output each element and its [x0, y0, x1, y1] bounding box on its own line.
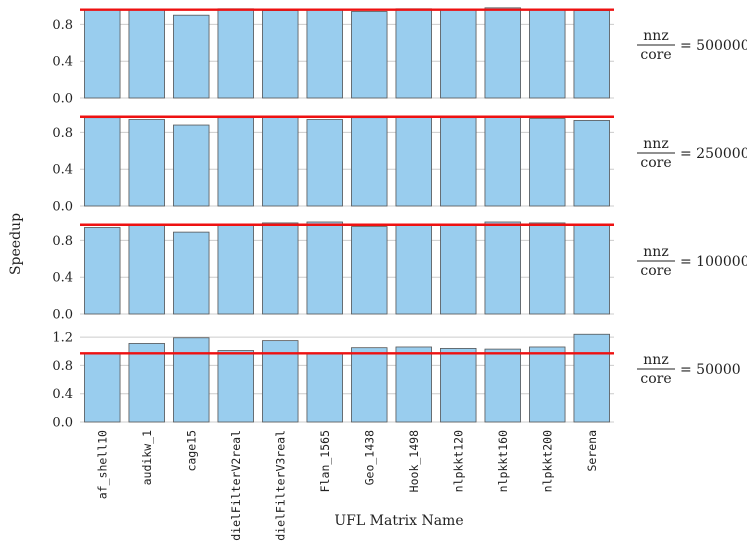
- y-tick-label: 0.8: [52, 359, 73, 374]
- bar-Flan_1565: [306, 221, 343, 315]
- bar-nlpkkt200: [529, 346, 566, 423]
- bar-nlpkkt160: [484, 348, 521, 423]
- panel-annotation: nnz core = 50000: [637, 352, 741, 387]
- annotation-value: = 250000: [680, 146, 747, 162]
- bar-Geo_1438: [351, 347, 388, 423]
- bar-dielFilterV2real: [217, 117, 254, 207]
- bar-nlpkkt120: [440, 347, 477, 423]
- bar-nlpkkt120: [440, 117, 477, 207]
- annotation-value: = 500000: [680, 38, 747, 54]
- y-tick-label: 0.8: [52, 126, 73, 141]
- annotation-denominator: core: [640, 47, 671, 63]
- bar-Hook_1498: [395, 116, 432, 207]
- annotation-numerator: nnz: [643, 136, 668, 152]
- annotation-numerator: nnz: [643, 244, 668, 260]
- annotation-denominator: core: [640, 371, 671, 387]
- bar-cage15: [173, 231, 210, 315]
- x-tick-label: Flan_1565: [318, 430, 332, 492]
- annotation-value: = 100000: [680, 254, 747, 270]
- y-tick-label: 1.2: [52, 331, 73, 346]
- panel-annotation: nnz core = 250000: [637, 136, 747, 171]
- x-tick-label: af_shell10: [95, 430, 109, 499]
- bar-cage15: [173, 124, 210, 207]
- y-tick-label: 0.0: [52, 416, 73, 431]
- panel-1: 0.0 0.4 0.8 nnz core = 500000: [52, 7, 747, 107]
- bar-nlpkkt120: [440, 9, 477, 99]
- x-axis-label: UFL Matrix Name: [334, 513, 463, 529]
- x-tick-label: dielFilterV3real: [273, 430, 287, 541]
- bar-af_shell10: [84, 117, 121, 207]
- y-tick-label: 0.4: [52, 163, 73, 178]
- bar-audikw_1: [128, 9, 165, 99]
- x-tick-label: dielFilterV2real: [229, 430, 243, 541]
- bar-nlpkkt160: [484, 221, 521, 315]
- panel-2: 0.0 0.4 0.8 nnz core = 250000: [52, 115, 747, 215]
- bar-Serena: [573, 333, 610, 423]
- bar-Hook_1498: [395, 224, 432, 315]
- x-tick-label: Serena: [585, 430, 599, 472]
- panel-annotation: nnz core = 500000: [637, 28, 747, 63]
- bar-Serena: [573, 10, 610, 99]
- annotation-denominator: core: [640, 263, 671, 279]
- chart-panels: 0.0 0.4 0.8 nnz core = 500000 0.0 0.4 0.8 nnz core…: [52, 7, 747, 431]
- x-tick-label: Hook_1498: [407, 430, 421, 492]
- y-axis-label: Speedup: [8, 213, 24, 275]
- bar-dielFilterV3real: [262, 10, 299, 99]
- annotation-numerator: nnz: [643, 352, 668, 368]
- y-tick-label: 0.4: [52, 55, 73, 70]
- y-tick-label: 0.0: [52, 308, 73, 323]
- bar-Hook_1498: [395, 346, 432, 423]
- y-tick-label: 0.8: [52, 234, 73, 249]
- x-tick-labels: af_shell10 audikw_1 cage15 dielFilterV2real…: [95, 430, 599, 541]
- x-tick-label: nlpkkt120: [451, 430, 465, 492]
- bar-nlpkkt200: [529, 118, 566, 207]
- y-tick-label: 0.4: [52, 271, 73, 286]
- bar-Hook_1498: [395, 8, 432, 99]
- bar-audikw_1: [128, 343, 165, 423]
- panel-4: 0.0 0.4 0.8 1.2 nnz core = 50000: [52, 331, 740, 431]
- bar-Geo_1438: [351, 11, 388, 99]
- y-tick-label: 0.8: [52, 18, 73, 33]
- x-tick-label: nlpkkt200: [540, 430, 554, 492]
- y-tick-label: 0.0: [52, 200, 73, 215]
- bar-Flan_1565: [306, 119, 343, 207]
- bar-af_shell10: [84, 9, 121, 99]
- bar-Flan_1565: [306, 352, 343, 423]
- y-tick-label: 0.0: [52, 92, 73, 107]
- bar-dielFilterV2real: [217, 8, 254, 99]
- bar-audikw_1: [128, 224, 165, 315]
- bar-dielFilterV3real: [262, 116, 299, 207]
- x-tick-label: nlpkkt160: [496, 430, 510, 492]
- bar-dielFilterV2real: [217, 224, 254, 315]
- bar-nlpkkt200: [529, 9, 566, 99]
- bar-Serena: [573, 120, 610, 207]
- bar-Serena: [573, 224, 610, 315]
- bar-Geo_1438: [351, 117, 388, 207]
- annotation-numerator: nnz: [643, 28, 668, 44]
- bar-dielFilterV3real: [262, 222, 299, 315]
- annotation-denominator: core: [640, 155, 671, 171]
- annotation-value: = 50000: [680, 362, 741, 378]
- x-tick-label: audikw_1: [140, 430, 154, 485]
- bar-audikw_1: [128, 119, 165, 207]
- bar-dielFilterV2real: [217, 350, 254, 423]
- bar-nlpkkt200: [529, 222, 566, 315]
- bar-nlpkkt160: [484, 7, 521, 99]
- panel-annotation: nnz core = 100000: [637, 244, 747, 279]
- bar-nlpkkt160: [484, 116, 521, 207]
- bar-af_shell10: [84, 352, 121, 423]
- x-tick-label: cage15: [184, 430, 198, 472]
- bar-af_shell10: [84, 227, 121, 315]
- bar-Flan_1565: [306, 9, 343, 99]
- x-tick-label: Geo_1438: [362, 430, 376, 485]
- bar-Geo_1438: [351, 226, 388, 315]
- bar-nlpkkt120: [440, 224, 477, 315]
- bar-cage15: [173, 337, 210, 423]
- bar-cage15: [173, 14, 210, 99]
- panel-3: 0.0 0.4 0.8 nnz core = 100000: [52, 221, 747, 323]
- y-tick-label: 0.4: [52, 387, 73, 402]
